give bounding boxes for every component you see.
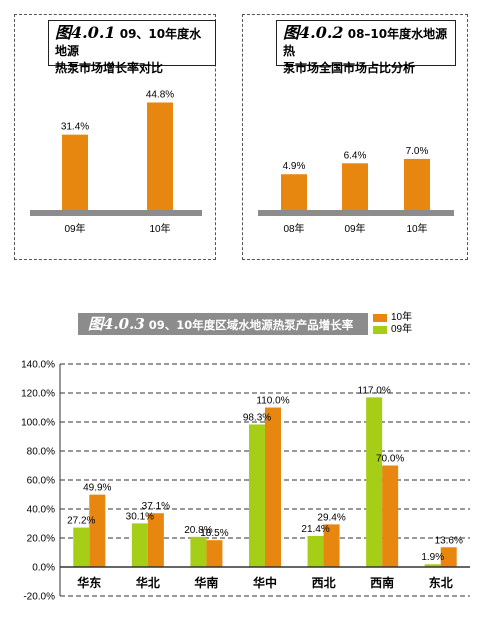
bar-10 [89, 494, 106, 567]
chart2-value-label: 7.0% [406, 146, 429, 157]
value-label-10: 110.0% [256, 396, 289, 407]
chart1-bar [147, 102, 173, 210]
bar-09 [249, 424, 265, 567]
bar-09 [366, 397, 383, 567]
chart1-value-label: 31.4% [61, 122, 89, 133]
y-tick-label: 80.0% [27, 447, 55, 458]
chart3-fig-number: 图4.0.3 [88, 315, 145, 333]
bar-09 [131, 523, 148, 567]
value-label-09: 30.1% [126, 511, 154, 522]
legend-swatch-10 [373, 314, 387, 322]
chart2-fig-number: 图4.0.2 [283, 23, 344, 42]
bar-09 [73, 527, 90, 567]
chart2-title-line2: 泵市场全国市场占比分析 [283, 61, 416, 75]
bar-10 [382, 465, 399, 567]
chart3-title: 图4.0.3 09、10年度区域水地源热泵产品增长率 [78, 313, 368, 335]
value-label-09: 21.4% [301, 524, 329, 535]
bar-10 [323, 524, 340, 567]
legend-item-09: 09年 [373, 324, 412, 336]
chart2-category-label: 09年 [344, 222, 365, 235]
bar-09 [190, 536, 207, 567]
chart2-bar [404, 158, 430, 210]
category-label: 东北 [429, 575, 453, 590]
y-tick-label: 20.0% [27, 534, 55, 545]
chart2-category-label: 10年 [406, 222, 427, 235]
value-label-10: 13.6% [435, 535, 463, 546]
chart1-value-label: 44.8% [146, 89, 174, 100]
chart2-bar [342, 163, 368, 210]
legend-label-09: 09年 [391, 324, 413, 335]
value-label-09: 98.3% [243, 412, 271, 423]
bar-10 [206, 540, 223, 567]
chart2-plot: 4.9% 08年 6.4% 09年 7.0% 10年 [258, 146, 454, 235]
chart2-value-label: 4.9% [283, 161, 306, 172]
value-label-10: 70.0% [376, 454, 404, 465]
value-label-09: 1.9% [421, 552, 444, 563]
category-label: 华南 [194, 575, 218, 590]
value-label-10: 49.9% [83, 483, 111, 494]
value-label-10: 29.4% [317, 512, 345, 523]
y-tick-label: 100.0% [21, 418, 55, 429]
chart2-title: 图4.0.2 08–10年度水地源热 泵市场全国市场占比分析 [276, 20, 456, 75]
category-label: 华中 [253, 575, 277, 590]
chart1-title-line1: 09、10年度水地源 [55, 27, 202, 58]
legend-label-10: 10年 [391, 312, 413, 323]
legend-item-10: 10年 [373, 312, 412, 324]
chart1-bar [62, 134, 88, 210]
chart1-plot: 31.4% 09年 44.8% 10年 [30, 89, 202, 235]
chart3-title-text: 09、10年度区域水地源热泵产品增长率 [144, 318, 354, 332]
legend-swatch-09 [373, 326, 387, 334]
value-label-10: 37.1% [142, 501, 170, 512]
chart1-category-label: 09年 [64, 222, 85, 235]
y-tick-label: 0.0% [32, 563, 55, 574]
category-label: 西南 [370, 575, 394, 590]
bar-10 [440, 547, 457, 567]
chart3-plot: -20.0% 0.0% 20.0% 40.0% 60.0% 80.0% 100.0% 120.… [21, 360, 470, 603]
y-tick-label: 60.0% [27, 476, 55, 487]
bar-10 [147, 513, 164, 567]
chart1-baseline [30, 210, 202, 216]
bar-09 [424, 564, 441, 567]
y-tick-label: 140.0% [21, 360, 55, 371]
chart1-title-line2: 热泵市场增长率对比 [55, 61, 164, 75]
value-label-10: 18.5% [200, 528, 228, 539]
chart2-title-line1: 08–10年度水地源热 [283, 27, 448, 58]
value-label-09: 27.2% [67, 516, 95, 527]
bar-09 [307, 535, 324, 567]
chart2-category-label: 08年 [283, 222, 304, 235]
chart1-fig-number: 图4.0.1 [55, 23, 116, 42]
chart2-baseline [258, 210, 454, 216]
chart3-legend: 10年 09年 [373, 312, 412, 336]
y-tick-label: 120.0% [21, 389, 55, 400]
value-label-09: 117.0% [358, 385, 391, 396]
bar-10 [265, 407, 281, 567]
chart2-bar [281, 174, 307, 210]
y-tick-label: -20.0% [23, 592, 55, 603]
category-label: 华北 [136, 575, 160, 590]
category-label: 华东 [77, 575, 101, 590]
value-label-09: 20.8% [184, 525, 212, 536]
category-label: 西北 [312, 575, 336, 590]
chart1-title: 图4.0.1 09、10年度水地源 热泵市场增长率对比 [48, 20, 216, 75]
y-tick-label: 40.0% [27, 505, 55, 516]
chart1-panel [14, 14, 216, 260]
chart2-panel [242, 14, 468, 260]
chart2-value-label: 6.4% [344, 150, 367, 161]
chart1-category-label: 10年 [149, 222, 170, 235]
